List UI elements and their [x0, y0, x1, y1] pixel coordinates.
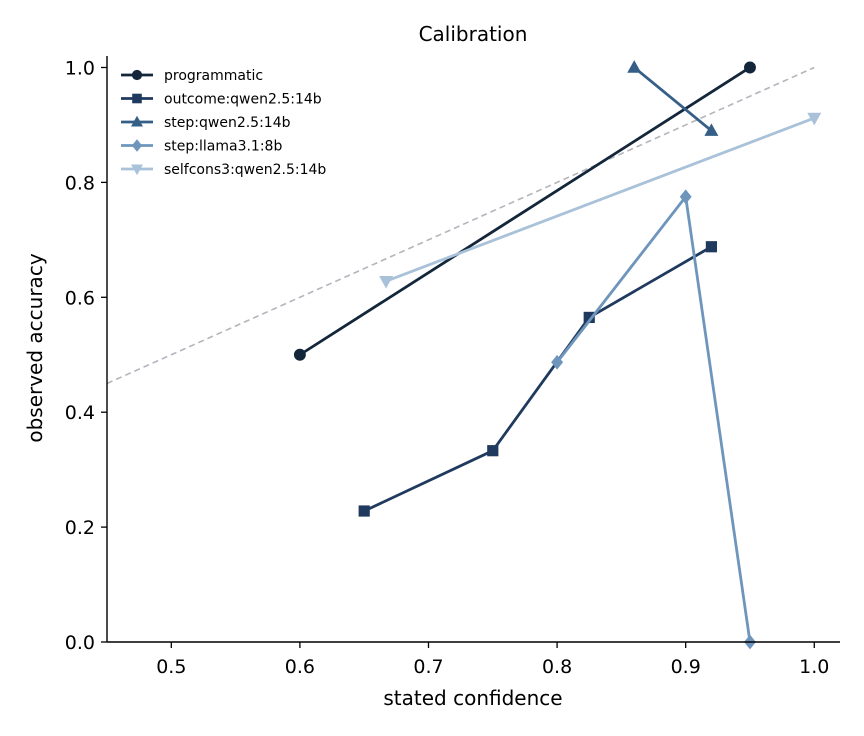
- data-point: [487, 445, 499, 457]
- legend-label: step:llama3.1:8b: [164, 139, 282, 155]
- y-tick-label: 0.2: [65, 517, 95, 539]
- x-tick-label: 0.8: [542, 656, 572, 678]
- series-line: [632, 66, 713, 133]
- legend-marker: [132, 93, 142, 104]
- chart-title: Calibration: [419, 22, 528, 46]
- data-point: [704, 123, 719, 136]
- x-tick-label: 0.9: [671, 656, 701, 678]
- data-point: [679, 189, 692, 205]
- data-point: [583, 311, 595, 324]
- y-tick-label: 1.0: [65, 57, 95, 79]
- x-tick-label: 0.7: [413, 656, 443, 678]
- y-axis-label: observed accuracy: [23, 253, 47, 442]
- legend-label: selfcons3:qwen2.5:14b: [164, 162, 326, 178]
- data-point: [744, 61, 756, 74]
- data-point: [379, 275, 394, 289]
- x-axis-label: stated confidence: [383, 686, 562, 710]
- y-ticks: 0.0 0.2 0.4 0.6 0.8 1.0: [65, 57, 107, 654]
- data-point: [358, 505, 370, 517]
- legend-item: outcome:qwen2.5:14b: [121, 92, 322, 108]
- x-ticks: 0.5 0.6 0.7 0.8 0.9 1.0: [156, 642, 829, 678]
- series-1: [358, 241, 718, 517]
- data-point: [551, 354, 564, 370]
- series-2: [627, 60, 719, 136]
- x-tick-label: 0.6: [285, 656, 315, 678]
- data-point: [293, 348, 306, 361]
- series-layer: [293, 60, 822, 650]
- legend-label: outcome:qwen2.5:14b: [164, 92, 322, 108]
- legend-item: selfcons3:qwen2.5:14b: [121, 162, 326, 178]
- legend-marker: [131, 139, 143, 152]
- legend-marker: [131, 164, 143, 176]
- legend: programmatic outcome:qwen2.5:14b step:qwen…: [121, 68, 326, 178]
- x-tick-label: 1.0: [799, 656, 829, 678]
- legend-item: step:llama3.1:8b: [121, 139, 282, 155]
- y-tick-label: 0.4: [65, 402, 95, 424]
- legend-marker: [131, 115, 143, 127]
- legend-item: step:qwen2.5:14b: [121, 115, 291, 131]
- x-tick-label: 0.5: [156, 656, 186, 678]
- series-0: [293, 61, 756, 361]
- data-point: [627, 60, 642, 73]
- series-4: [379, 112, 822, 289]
- legend-item: programmatic: [121, 68, 263, 84]
- data-point: [807, 112, 822, 126]
- legend-marker: [131, 69, 143, 81]
- series-line: [384, 116, 816, 283]
- series-line: [362, 245, 713, 513]
- legend-label: programmatic: [164, 68, 263, 84]
- y-tick-label: 0.6: [65, 287, 95, 309]
- series-line: [298, 66, 752, 357]
- data-point: [705, 241, 718, 253]
- y-tick-label: 0.0: [65, 632, 95, 654]
- series-3: [551, 189, 756, 650]
- series-line: [555, 195, 752, 644]
- legend-label: step:qwen2.5:14b: [164, 115, 291, 131]
- y-tick-label: 0.8: [65, 172, 95, 194]
